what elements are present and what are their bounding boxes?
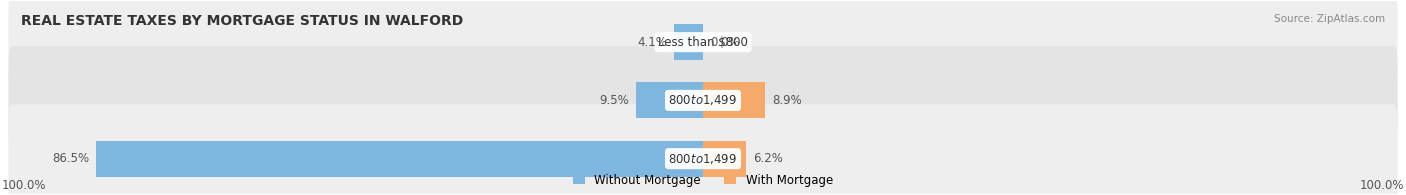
Text: REAL ESTATE TAXES BY MORTGAGE STATUS IN WALFORD: REAL ESTATE TAXES BY MORTGAGE STATUS IN …	[21, 14, 464, 28]
Text: 0.0%: 0.0%	[710, 36, 740, 49]
Text: $800 to $1,499: $800 to $1,499	[668, 152, 738, 166]
FancyBboxPatch shape	[8, 105, 1398, 195]
Text: 9.5%: 9.5%	[599, 94, 630, 107]
Text: 100.0%: 100.0%	[1, 179, 46, 192]
Text: Source: ZipAtlas.com: Source: ZipAtlas.com	[1274, 14, 1385, 24]
Bar	[703, 141, 747, 177]
Bar	[703, 82, 765, 119]
Text: Less than $800: Less than $800	[658, 36, 748, 49]
Text: $800 to $1,499: $800 to $1,499	[668, 93, 738, 107]
Text: 4.1%: 4.1%	[637, 36, 668, 49]
Bar	[637, 82, 703, 119]
Bar	[96, 141, 703, 177]
Legend: Without Mortgage, With Mortgage: Without Mortgage, With Mortgage	[568, 169, 838, 191]
Text: 86.5%: 86.5%	[52, 152, 89, 165]
Text: 8.9%: 8.9%	[772, 94, 803, 107]
Text: 100.0%: 100.0%	[1360, 179, 1405, 192]
Text: 6.2%: 6.2%	[754, 152, 783, 165]
Bar	[675, 24, 703, 60]
FancyBboxPatch shape	[8, 0, 1398, 96]
FancyBboxPatch shape	[8, 46, 1398, 155]
